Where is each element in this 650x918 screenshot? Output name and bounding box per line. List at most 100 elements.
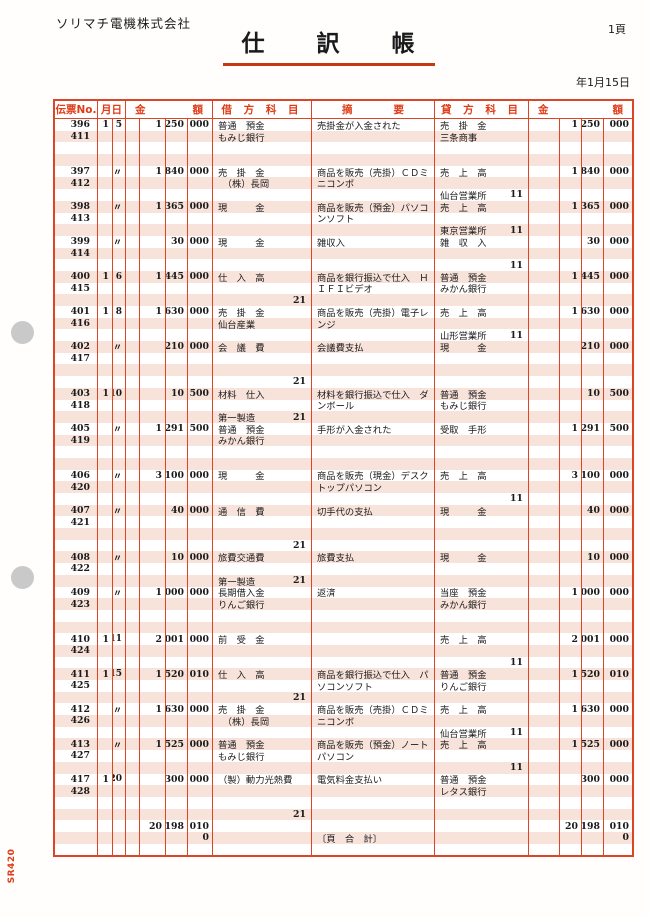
- day-cell: 〃: [113, 703, 126, 716]
- month-cell: 1: [98, 668, 113, 680]
- amount-left-cell: [166, 189, 188, 201]
- amount-left-cell: [166, 691, 188, 704]
- amount-right-cell: [529, 259, 560, 271]
- amount-left-cell: [126, 119, 140, 131]
- amount-left-cell: [166, 376, 188, 388]
- binder-hole: [11, 566, 34, 589]
- header-credit-account: 貸 方 科 目: [435, 101, 529, 118]
- amount-left-cell: [188, 656, 213, 669]
- table-row: 418 ンボール もみじ銀行: [55, 399, 632, 412]
- credit-account-cell: [435, 212, 529, 225]
- amount-right-cell: [604, 540, 632, 552]
- amount-left-cell: [166, 493, 188, 505]
- amount-right-cell: [604, 329, 632, 341]
- amount-right-cell: [582, 563, 604, 575]
- voucher-no-cell: [55, 189, 98, 201]
- memo-cell: [312, 528, 435, 540]
- amount-right-cell: [529, 142, 560, 155]
- amount-left-cell: 500: [188, 422, 213, 435]
- table-row: [55, 142, 632, 155]
- credit-account-cell: [435, 563, 529, 575]
- day-cell: [113, 154, 126, 166]
- amount-right-cell: 1: [560, 586, 582, 599]
- amount-left-cell: [126, 726, 140, 739]
- amount-right-cell: [560, 808, 582, 821]
- credit-account-cell: [435, 352, 529, 365]
- credit-account-cell: [435, 750, 529, 762]
- debit-account-cell: 現 金: [213, 200, 312, 213]
- amount-right-cell: 000: [609, 236, 629, 248]
- month-cell: 1: [98, 306, 113, 318]
- amount-left-cell: [140, 481, 166, 493]
- day-cell: [113, 294, 126, 306]
- day-cell: 〃: [113, 165, 126, 178]
- amount-left-cell: [126, 843, 140, 856]
- memo-cell: ンソフト: [312, 212, 435, 225]
- credit-account-cell: [435, 457, 529, 470]
- amount-right-cell: [560, 259, 582, 271]
- memo-cell: [312, 189, 435, 201]
- amount-left-cell: [140, 446, 166, 458]
- amount-right-cell: [604, 563, 632, 575]
- memo-cell: [312, 726, 435, 739]
- voucher-no-cell: 413: [55, 212, 98, 225]
- amount-left-cell: [188, 411, 213, 423]
- memo-text: 〔頁 合 計〕: [317, 833, 383, 844]
- amount-left-cell: [140, 329, 166, 342]
- amount-right-cell: [560, 247, 582, 260]
- voucher-no-cell: 405: [55, 422, 98, 435]
- amount-left-cell: [140, 644, 166, 657]
- amount-left-cell: 520: [166, 668, 188, 680]
- amount-right-cell: [604, 809, 632, 821]
- credit-account-cell: [435, 843, 529, 856]
- day-cell: [113, 481, 126, 493]
- header-memo: 摘 要: [312, 101, 435, 118]
- amount-right-cell: [529, 539, 560, 552]
- month-cell: [98, 504, 113, 517]
- amount-left-cell: [126, 609, 140, 622]
- amount-right-cell: [604, 481, 632, 493]
- debit-account-cell: 仙台産業: [213, 317, 312, 330]
- day-cell: [113, 224, 126, 236]
- month-cell: [98, 282, 113, 295]
- voucher-no-cell: 411: [55, 668, 98, 680]
- amount-left-cell: [140, 808, 166, 821]
- amount-left-cell: [188, 481, 213, 493]
- amount-right-cell: [529, 317, 560, 330]
- amount-left-cell: [126, 434, 140, 447]
- amount-left-cell: 000: [188, 504, 213, 517]
- voucher-no-cell: 411: [55, 130, 98, 143]
- memo-text: ニコンポ: [317, 179, 355, 190]
- table-row: 第一製造 21: [55, 574, 632, 587]
- page-title-text: 仕 訳 帳: [241, 31, 417, 57]
- credit-account-cell: [435, 247, 529, 260]
- amount-right-cell: [529, 726, 560, 739]
- month-cell: [98, 563, 113, 575]
- amount-left-cell: 630: [166, 703, 188, 716]
- voucher-no-cell: 412: [55, 703, 98, 716]
- debit-account-cell: [213, 656, 312, 669]
- day-cell: [113, 142, 126, 155]
- amount-right-cell: 3: [560, 469, 582, 482]
- amount-left-cell: [188, 142, 213, 155]
- amount-right-cell: [560, 691, 582, 704]
- day-cell: 8: [113, 306, 126, 318]
- amount-left-cell: [140, 142, 166, 155]
- account-text: 長期借入金: [218, 588, 265, 599]
- table-row: 412 〃 1 630 000 売 掛 金商品を販売（売掛）ＣＤミ売 上 高 1 630 000: [55, 703, 632, 716]
- department-code: 21: [293, 411, 306, 423]
- month-cell: [98, 142, 113, 155]
- table-row: 412 （株）長岡 ニコンポ: [55, 177, 632, 190]
- amount-left-cell: [188, 598, 213, 610]
- account-text: もみじ銀行: [218, 132, 265, 143]
- debit-account-cell: 現 金: [213, 469, 312, 482]
- amount-left-cell: [166, 715, 188, 727]
- amount-left-cell: [188, 528, 213, 540]
- amount-left-cell: 1: [140, 165, 166, 178]
- amount-right-cell: [529, 446, 560, 458]
- credit-account-cell: 普通 預金: [435, 668, 529, 680]
- month-cell: 1: [98, 270, 113, 283]
- amount-left-cell: [166, 457, 188, 470]
